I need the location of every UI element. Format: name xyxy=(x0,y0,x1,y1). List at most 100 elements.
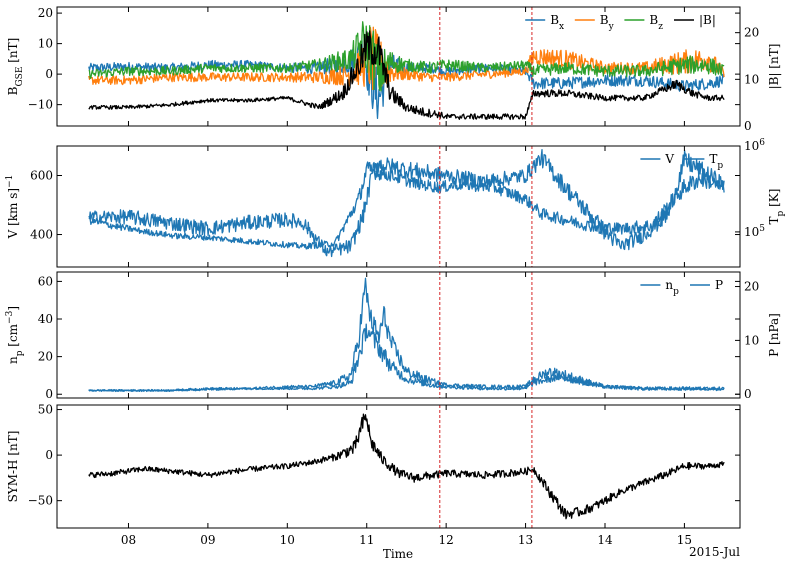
series-line-|B| xyxy=(88,30,725,121)
y-axis-label-left-part: ] xyxy=(6,188,20,193)
legend-label: Bz xyxy=(649,13,663,32)
y-tick-label-left: 0 xyxy=(45,387,53,401)
series-group xyxy=(88,149,725,258)
legend-label: V xyxy=(664,152,674,166)
x-axis-label: Time xyxy=(383,547,413,561)
y-tick-label-right: 105 xyxy=(744,224,765,239)
y-axis-label-right-part: P [nPa] xyxy=(767,313,781,357)
y-tick-label-left: 60 xyxy=(38,274,53,288)
x-tick-label: 11 xyxy=(359,533,374,547)
y-tick-label-right: 20 xyxy=(744,26,759,40)
y-axis-label-left-part: V [km s xyxy=(6,193,20,240)
y-tick-label-right: 106 xyxy=(744,138,765,153)
series-line-Bz xyxy=(88,21,725,92)
legend-label-part: z xyxy=(658,22,663,32)
series-group xyxy=(88,413,725,520)
y-axis-label-left-part: n xyxy=(6,356,20,364)
panel-4: −50 0 50 08 09 10 11 12 13 14 15 SYM-H [nT] xyxy=(6,403,741,547)
y-tick-label-right: 10 xyxy=(744,72,759,86)
legend-label-part: T xyxy=(709,152,717,166)
y-axis-label-right: |B| [nT] xyxy=(767,44,781,90)
y-tick-label-left: 20 xyxy=(38,6,53,20)
y-axis-label-right-part: [K] xyxy=(767,189,781,211)
legend-label-part: p xyxy=(673,287,679,297)
x-tick-label: 13 xyxy=(518,533,533,547)
x-tick-label: 08 xyxy=(121,533,136,547)
x-tick-label: 10 xyxy=(280,533,295,547)
y-axis-label-left-part: p xyxy=(15,350,25,356)
legend-label: P xyxy=(715,278,723,292)
series-line-SYM-H xyxy=(88,413,725,520)
legend-label: By xyxy=(600,13,615,32)
legend-label-part: p xyxy=(717,161,723,171)
y-tick-label-left: 10 xyxy=(38,37,53,51)
series-line-Tp xyxy=(88,149,725,258)
y-axis-label-left: V [km s]−1 xyxy=(5,175,20,240)
x-tick-label: 09 xyxy=(200,533,215,547)
legend-label: |B| xyxy=(699,13,716,27)
y-tick-label-right-part: 5 xyxy=(759,224,765,234)
y-axis-label-left-part: GSE xyxy=(15,67,25,87)
y-tick-label-left: −50 xyxy=(28,494,53,508)
y-axis-label-left-part: −1 xyxy=(5,175,15,188)
y-tick-label-right: 10 xyxy=(744,333,759,347)
y-tick-label-left: 0 xyxy=(45,448,53,462)
y-axis-label-left-part: B xyxy=(6,86,20,95)
panel-frame xyxy=(56,145,741,268)
legend-label-part: B xyxy=(649,13,658,27)
series-line-V xyxy=(88,161,725,250)
y-tick-label-right: 0 xyxy=(744,119,752,133)
y-axis-label-left-part: −3 xyxy=(5,310,15,324)
panel-frame xyxy=(56,271,741,399)
y-tick-label-left: 20 xyxy=(38,350,53,364)
legend-label: Tp xyxy=(709,152,723,171)
series-group xyxy=(88,21,725,121)
y-tick-label-right-part: 10 xyxy=(744,139,759,153)
date-label: 2015-Jul xyxy=(689,545,740,559)
y-tick-label-right: 0 xyxy=(744,387,752,401)
y-axis-label-left-part: ] xyxy=(6,306,20,311)
y-tick-label-left: 600 xyxy=(30,169,53,183)
x-tick-label: 15 xyxy=(677,533,692,547)
y-axis-label-right-part: |B| [nT] xyxy=(767,44,781,90)
y-axis-label-left-part: [cm xyxy=(6,323,20,350)
series-line-By xyxy=(88,26,725,91)
y-axis-label-left-part: [nT] xyxy=(6,38,20,67)
y-axis-label-right-part: T xyxy=(767,216,781,224)
y-tick-label-left: 0 xyxy=(45,67,53,81)
y-tick-label-right-part: 10 xyxy=(744,225,759,239)
legend-label: Bx xyxy=(550,13,564,32)
y-tick-label-left: 50 xyxy=(38,403,53,417)
y-axis-label-left: BGSE [nT] xyxy=(6,38,25,96)
y-axis-label-left-part: SYM-H [nT] xyxy=(6,431,20,503)
y-axis-label-right: Tp [K] xyxy=(767,189,786,225)
panel-frame xyxy=(56,6,741,127)
series-line-P xyxy=(88,323,725,392)
panel-frame xyxy=(56,404,741,529)
legend-label-part: P xyxy=(715,278,723,292)
x-tick-label: 12 xyxy=(439,533,454,547)
y-tick-label-right-part: 6 xyxy=(759,138,765,148)
y-axis-label-right-part: p xyxy=(776,210,786,216)
series-line-np xyxy=(88,277,725,393)
legend-label-part: n xyxy=(665,278,673,292)
y-tick-label-left: −10 xyxy=(28,98,53,112)
y-tick-label-right: 20 xyxy=(744,280,759,294)
legend-label-part: B xyxy=(600,13,609,27)
series-group xyxy=(88,277,725,393)
legend-label-part: V xyxy=(664,152,674,166)
legend-label-part: B xyxy=(550,13,559,27)
y-tick-label-left: 40 xyxy=(38,312,53,326)
y-tick-label-left: 400 xyxy=(30,228,53,242)
legend-label: np xyxy=(665,278,679,297)
legend-label-part: |B| xyxy=(699,13,716,27)
legend-label-part: y xyxy=(608,22,615,32)
x-tick-label: 14 xyxy=(597,533,613,547)
legend-label-part: x xyxy=(559,22,564,32)
y-axis-label-left: np [cm−3] xyxy=(5,306,25,364)
